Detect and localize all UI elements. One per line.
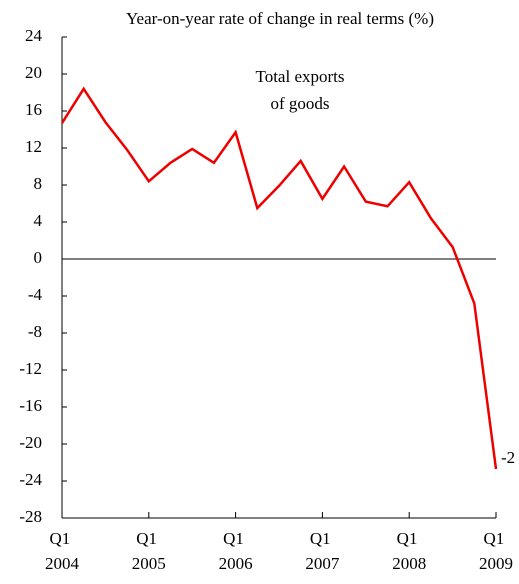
x-tick-label: Q1 2005	[132, 529, 166, 573]
y-tick-label: -4	[28, 285, 43, 304]
y-tick-label: -24	[19, 470, 42, 489]
x-tick-label: Q1 2007	[305, 529, 340, 573]
y-tick-label: 16	[25, 100, 42, 119]
y-tick-label: -12	[19, 359, 42, 378]
y-tick-label: 12	[25, 137, 42, 156]
y-tick-label: -28	[19, 507, 42, 526]
x-tick-label: Q1 2009	[479, 529, 513, 573]
chart-title: Year-on-year rate of change in real term…	[126, 9, 434, 28]
y-tick-label: 8	[34, 174, 43, 193]
x-tick-label: Q1 2006	[219, 529, 253, 573]
end-label: -2	[501, 448, 515, 467]
annotation: Total exports	[256, 67, 345, 86]
x-tick-label: Q1 2004	[45, 529, 80, 573]
y-tick-label: 0	[34, 248, 43, 267]
x-tick-label: Q1 2008	[392, 529, 426, 573]
y-tick-label: 24	[25, 26, 43, 45]
y-tick-label: -8	[28, 322, 42, 341]
y-tick-label: -20	[19, 433, 42, 452]
y-tick-label: 4	[34, 211, 43, 230]
data-line	[60, 86, 498, 470]
y-tick-label: -16	[19, 396, 42, 415]
y-tick-label: 20	[25, 63, 42, 82]
annotation: of goods	[270, 94, 329, 113]
